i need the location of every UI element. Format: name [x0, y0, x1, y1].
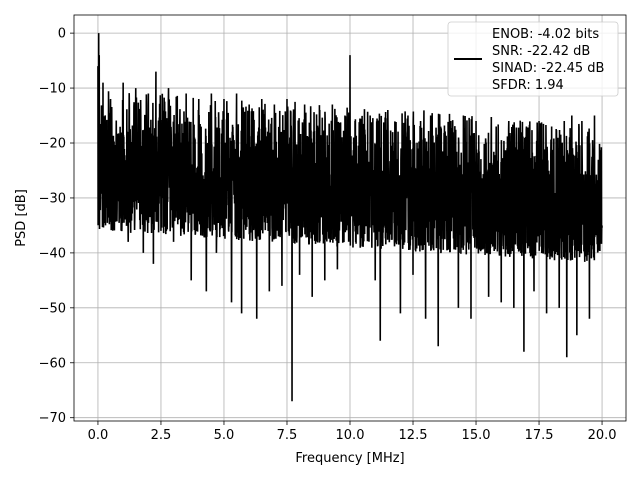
x-tick-label: 0.0: [88, 428, 109, 443]
legend: ENOB: -4.02 bits SNR: -22.42 dB SINAD: -…: [447, 21, 619, 97]
x-tick-label: 2.5: [151, 428, 172, 443]
x-tick-label: 7.5: [277, 428, 298, 443]
y-tick-label: −40: [39, 246, 66, 261]
y-tick-label: 0: [58, 27, 66, 42]
legend-entry-enob: ENOB: -4.02 bits: [492, 27, 599, 42]
plot-area: [97, 33, 603, 402]
y-tick-label: −70: [39, 411, 66, 426]
x-axis-label: Frequency [MHz]: [295, 451, 404, 466]
legend-entry-sinad: SINAD: -22.45 dB: [492, 61, 604, 76]
psd-series-line: [97, 33, 603, 402]
y-tick-label: −50: [39, 301, 66, 316]
x-tick-label: 15.0: [462, 428, 491, 443]
y-axis-label: PSD [dB]: [14, 189, 29, 247]
x-tick-label: 17.5: [525, 428, 554, 443]
legend-box: [447, 21, 619, 97]
x-tick-label: 12.5: [399, 428, 428, 443]
y-tick-label: −10: [39, 82, 66, 97]
y-tick-label: −60: [39, 356, 66, 371]
x-tick-label: 5.0: [214, 428, 235, 443]
y-tick-label: −30: [39, 191, 66, 206]
legend-entry-sfdr: SFDR: 1.94: [492, 78, 564, 93]
y-tick-label: −20: [39, 137, 66, 152]
legend-entry-snr: SNR: -22.42 dB: [492, 44, 590, 59]
tick-layer: 0.0 2.5 5.0 7.5 10.0 12.5 15.0 17.5 20.0 0 −10 −20 −…: [39, 27, 617, 443]
x-tick-label: 20.0: [588, 428, 617, 443]
x-tick-label: 10.0: [336, 428, 365, 443]
